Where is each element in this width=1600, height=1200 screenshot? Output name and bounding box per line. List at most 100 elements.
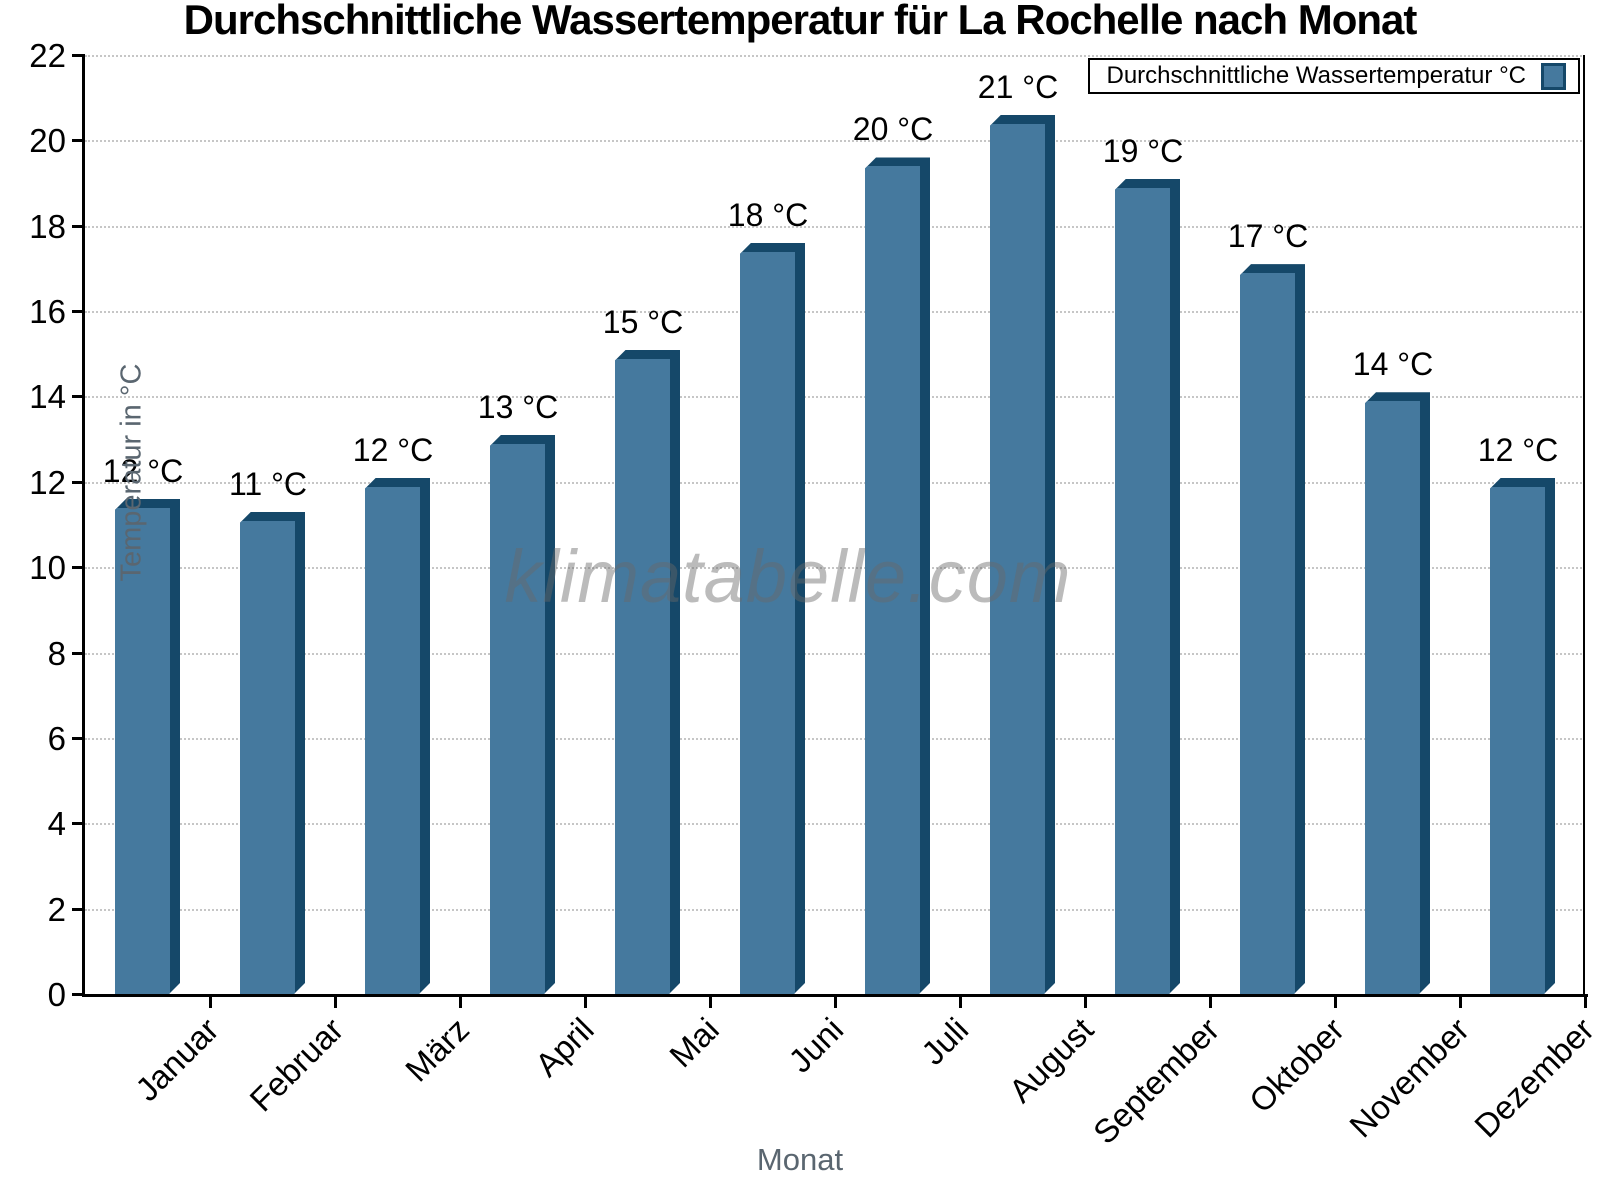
bar-value-label: 13 °C [477,388,559,425]
plot-area: Temperatur in °C 0 2 4 6 8 10 12 14 16 18 20 22 12 °… [29,39,1600,1151]
bar-face [240,521,295,994]
y-tick-mark [72,736,85,740]
legend-swatch-icon [1541,62,1566,90]
bar-value-label: 12 °C [352,431,434,468]
y-tick-label: 22 [29,37,66,74]
bar-face [1115,188,1170,994]
bar-value-label: 21 °C [977,68,1059,105]
bar-september [1115,179,1180,994]
y-tick-mark [72,651,85,655]
x-tick-mark [709,994,712,1008]
bar-märz [365,478,430,994]
x-tick-label-dezember: Dezember [1466,1010,1600,1145]
x-tick-label-august: August [1001,1010,1101,1110]
bar-februar [240,512,305,994]
y-tick-mark [72,54,85,57]
y-tick-label: 10 [29,549,66,587]
legend-label: Durchschnittliche Wassertemperatur °C [1106,62,1526,89]
x-tick-mark [334,994,337,1008]
x-tick-label-februar: Februar [242,1010,351,1119]
gridline-6 [85,737,1585,740]
y-tick-mark [72,139,85,143]
bar-april [490,435,555,994]
y-tick-mark [72,993,85,996]
bar-value-label: 12 °C [1477,431,1559,468]
y-axis-title: Temperatur in °C [115,363,148,582]
bar-juli [865,157,930,994]
legend: Durchschnittliche Wassertemperatur °C [1088,58,1580,94]
y-axis-line [82,55,85,997]
bar-value-label: 20 °C [852,111,934,148]
bar-value-label: 11 °C [228,465,308,502]
right-border [1583,55,1585,994]
bar-face [615,359,670,994]
gridline-2 [85,908,1585,911]
y-tick-label: 6 [47,719,66,757]
x-tick-label-november: November [1341,1010,1476,1145]
y-tick-label: 8 [47,634,66,672]
watermark: klimatabelle.com [504,535,1072,618]
x-tick-label-oktober: Oktober [1241,1010,1351,1120]
x-tick-mark [1334,994,1337,1008]
y-tick-label: 4 [47,805,66,843]
y-tick-mark [72,822,85,826]
y-tick-mark [72,480,85,484]
gridline-22 [85,55,1585,57]
gridline-4 [85,823,1585,826]
y-tick-mark [72,566,85,570]
x-axis-title: Monat [756,1142,844,1177]
bar-value-label: 18 °C [727,196,809,233]
bar-value-label: 15 °C [602,303,684,340]
y-tick-mark [72,310,85,314]
gridline-20 [85,140,1585,143]
x-tick-label-mai: Mai [661,1010,726,1075]
bar-value-label: 12 °C [102,452,184,489]
bar-face [740,252,795,994]
bar-value-label: 14 °C [1352,346,1434,383]
bar-face [1490,487,1545,994]
y-tick-label: 2 [47,890,66,928]
y-tick-label: 18 [29,207,66,245]
x-tick-mark [959,994,962,1008]
bar-face [865,166,920,994]
bar-face [490,444,545,994]
gridline-18 [85,225,1585,228]
bar-oktober [1240,264,1305,994]
bar-face [115,508,170,994]
x-tick-label-januar: Januar [128,1010,226,1109]
y-tick-label: 20 [29,122,66,160]
y-tick-mark [72,395,85,399]
x-tick-mark [209,994,212,1008]
gridline-16 [85,311,1585,314]
bar-face [990,124,1045,994]
bar-november [1365,392,1430,994]
gridline-14 [85,396,1585,399]
x-tick-mark [834,994,837,1008]
y-tick-label: 0 [47,976,66,1013]
x-tick-label-september: September [1085,1010,1226,1151]
x-tick-mark [1584,994,1587,1008]
x-tick-label-juni: Juni [781,1010,851,1080]
bar-face [1365,401,1420,994]
x-tick-label-märz: März [397,1010,476,1089]
gridline-12 [85,481,1585,484]
chart-title: Durchschnittliche Wassertemperatur für L… [183,0,1418,43]
x-tick-mark [1209,994,1212,1008]
x-tick-mark [459,994,462,1008]
y-tick-label: 16 [29,293,66,331]
bar-dezember [1490,478,1555,994]
bar-januar [115,499,180,994]
bar-august [990,115,1055,994]
bar-face [1240,273,1295,994]
x-tick-label-april: April [527,1010,601,1084]
y-tick-mark [72,224,85,228]
gridline-10 [85,567,1585,570]
y-tick-label: 12 [29,463,66,501]
bar-face [365,487,420,994]
y-tick-label: 14 [29,378,66,416]
gridline-8 [85,652,1585,655]
bar-juni [740,243,805,994]
x-tick-mark [584,994,587,1008]
x-tick-mark [1084,994,1087,1008]
